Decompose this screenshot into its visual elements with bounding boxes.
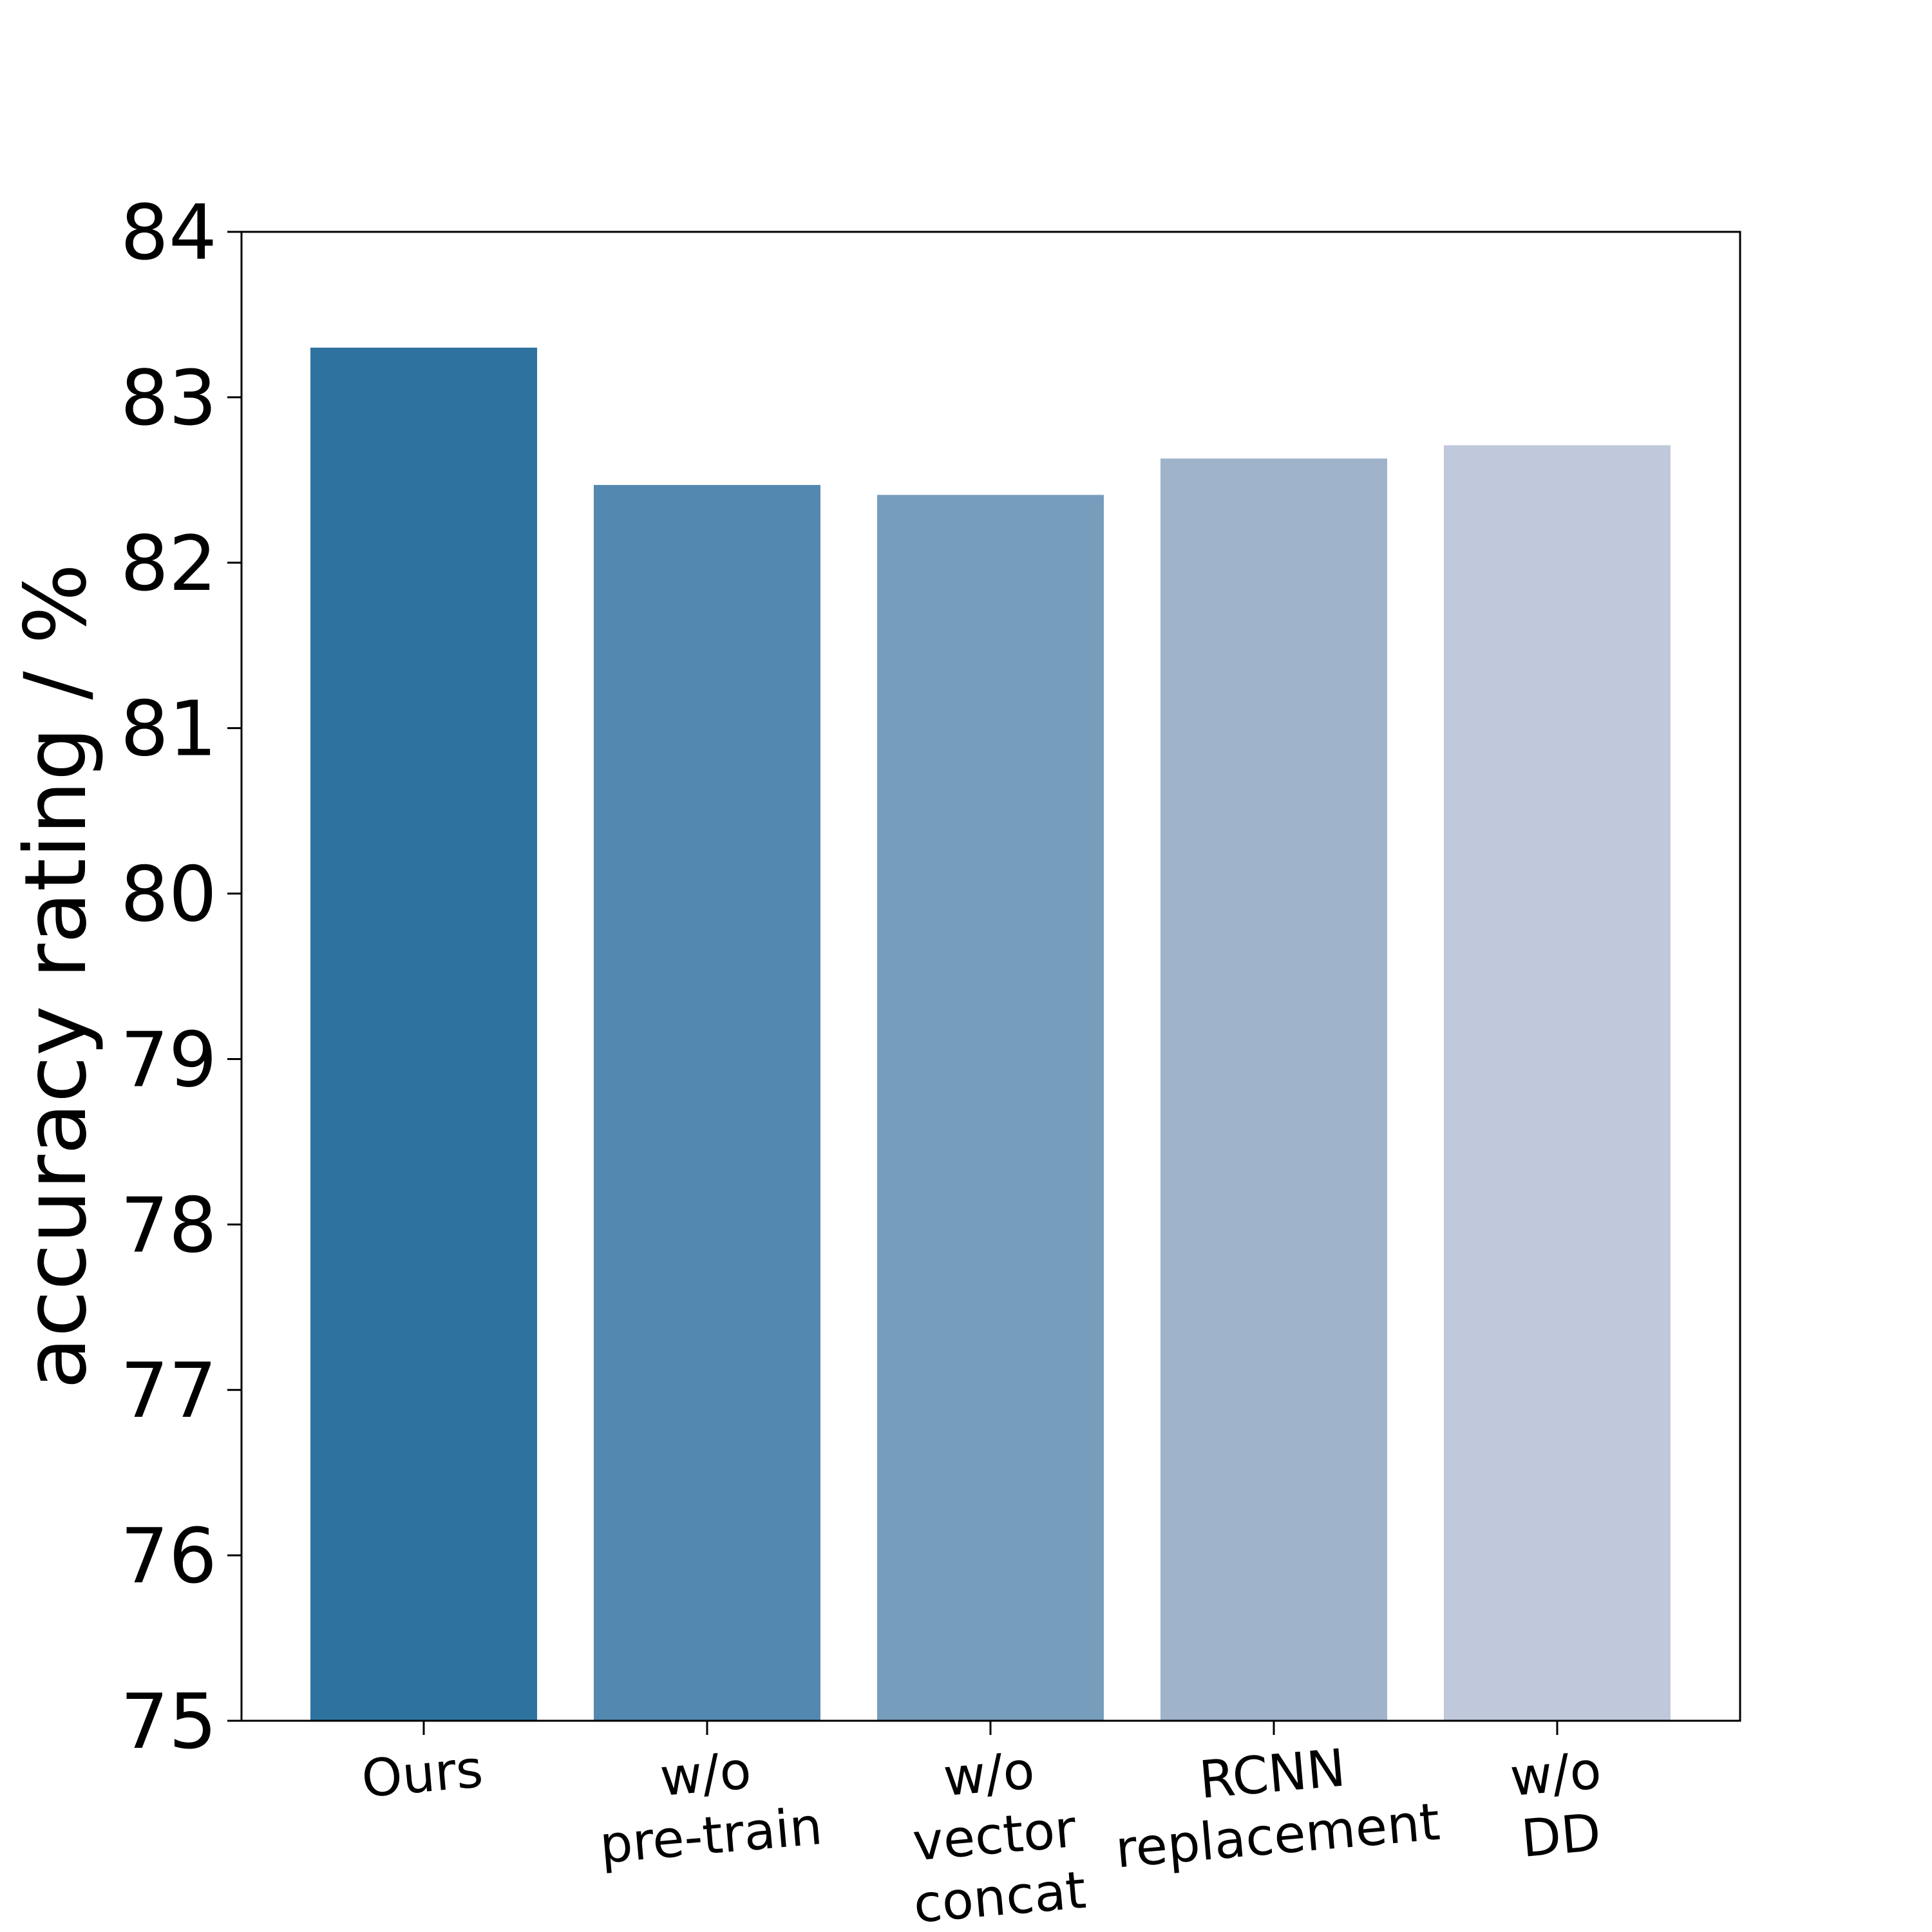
- bar-2: [877, 495, 1104, 1721]
- plot-frame: [240, 231, 1741, 1722]
- bar-3: [1160, 458, 1387, 1721]
- bar-0: [310, 347, 537, 1721]
- x-tick-label: w/ovectorconcat: [900, 1737, 1088, 1932]
- x-axis: Ours w/opre-train w/ovectorconcatRCNNrepla…: [359, 1721, 1609, 1932]
- y-axis: 75 76 77 78 79 80 81 82 83 84: [120, 188, 242, 1766]
- bars-group: [310, 347, 1671, 1721]
- y-tick-label: 77: [120, 1346, 217, 1435]
- x-tick-label: RCNNreplacement: [1108, 1730, 1442, 1879]
- y-tick-label: 76: [120, 1511, 217, 1600]
- x-tick-label: Ours: [359, 1739, 486, 1809]
- y-tick-label: 81: [120, 685, 217, 773]
- y-tick-label: 84: [120, 188, 217, 277]
- y-tick-label: 75: [120, 1677, 217, 1766]
- y-tick-label: 83: [120, 354, 217, 442]
- y-tick-label: 82: [120, 519, 217, 608]
- x-tick-label: w/opre-train: [592, 1734, 824, 1875]
- y-axis-label: accuracy rating / %: [6, 564, 106, 1389]
- y-tick-label: 78: [120, 1180, 217, 1269]
- x-tick-label: w/oDD: [1508, 1740, 1609, 1870]
- bar-4: [1444, 445, 1671, 1721]
- y-tick-label: 79: [120, 1015, 217, 1104]
- y-tick-label: 80: [120, 850, 217, 939]
- bar-1: [594, 485, 820, 1721]
